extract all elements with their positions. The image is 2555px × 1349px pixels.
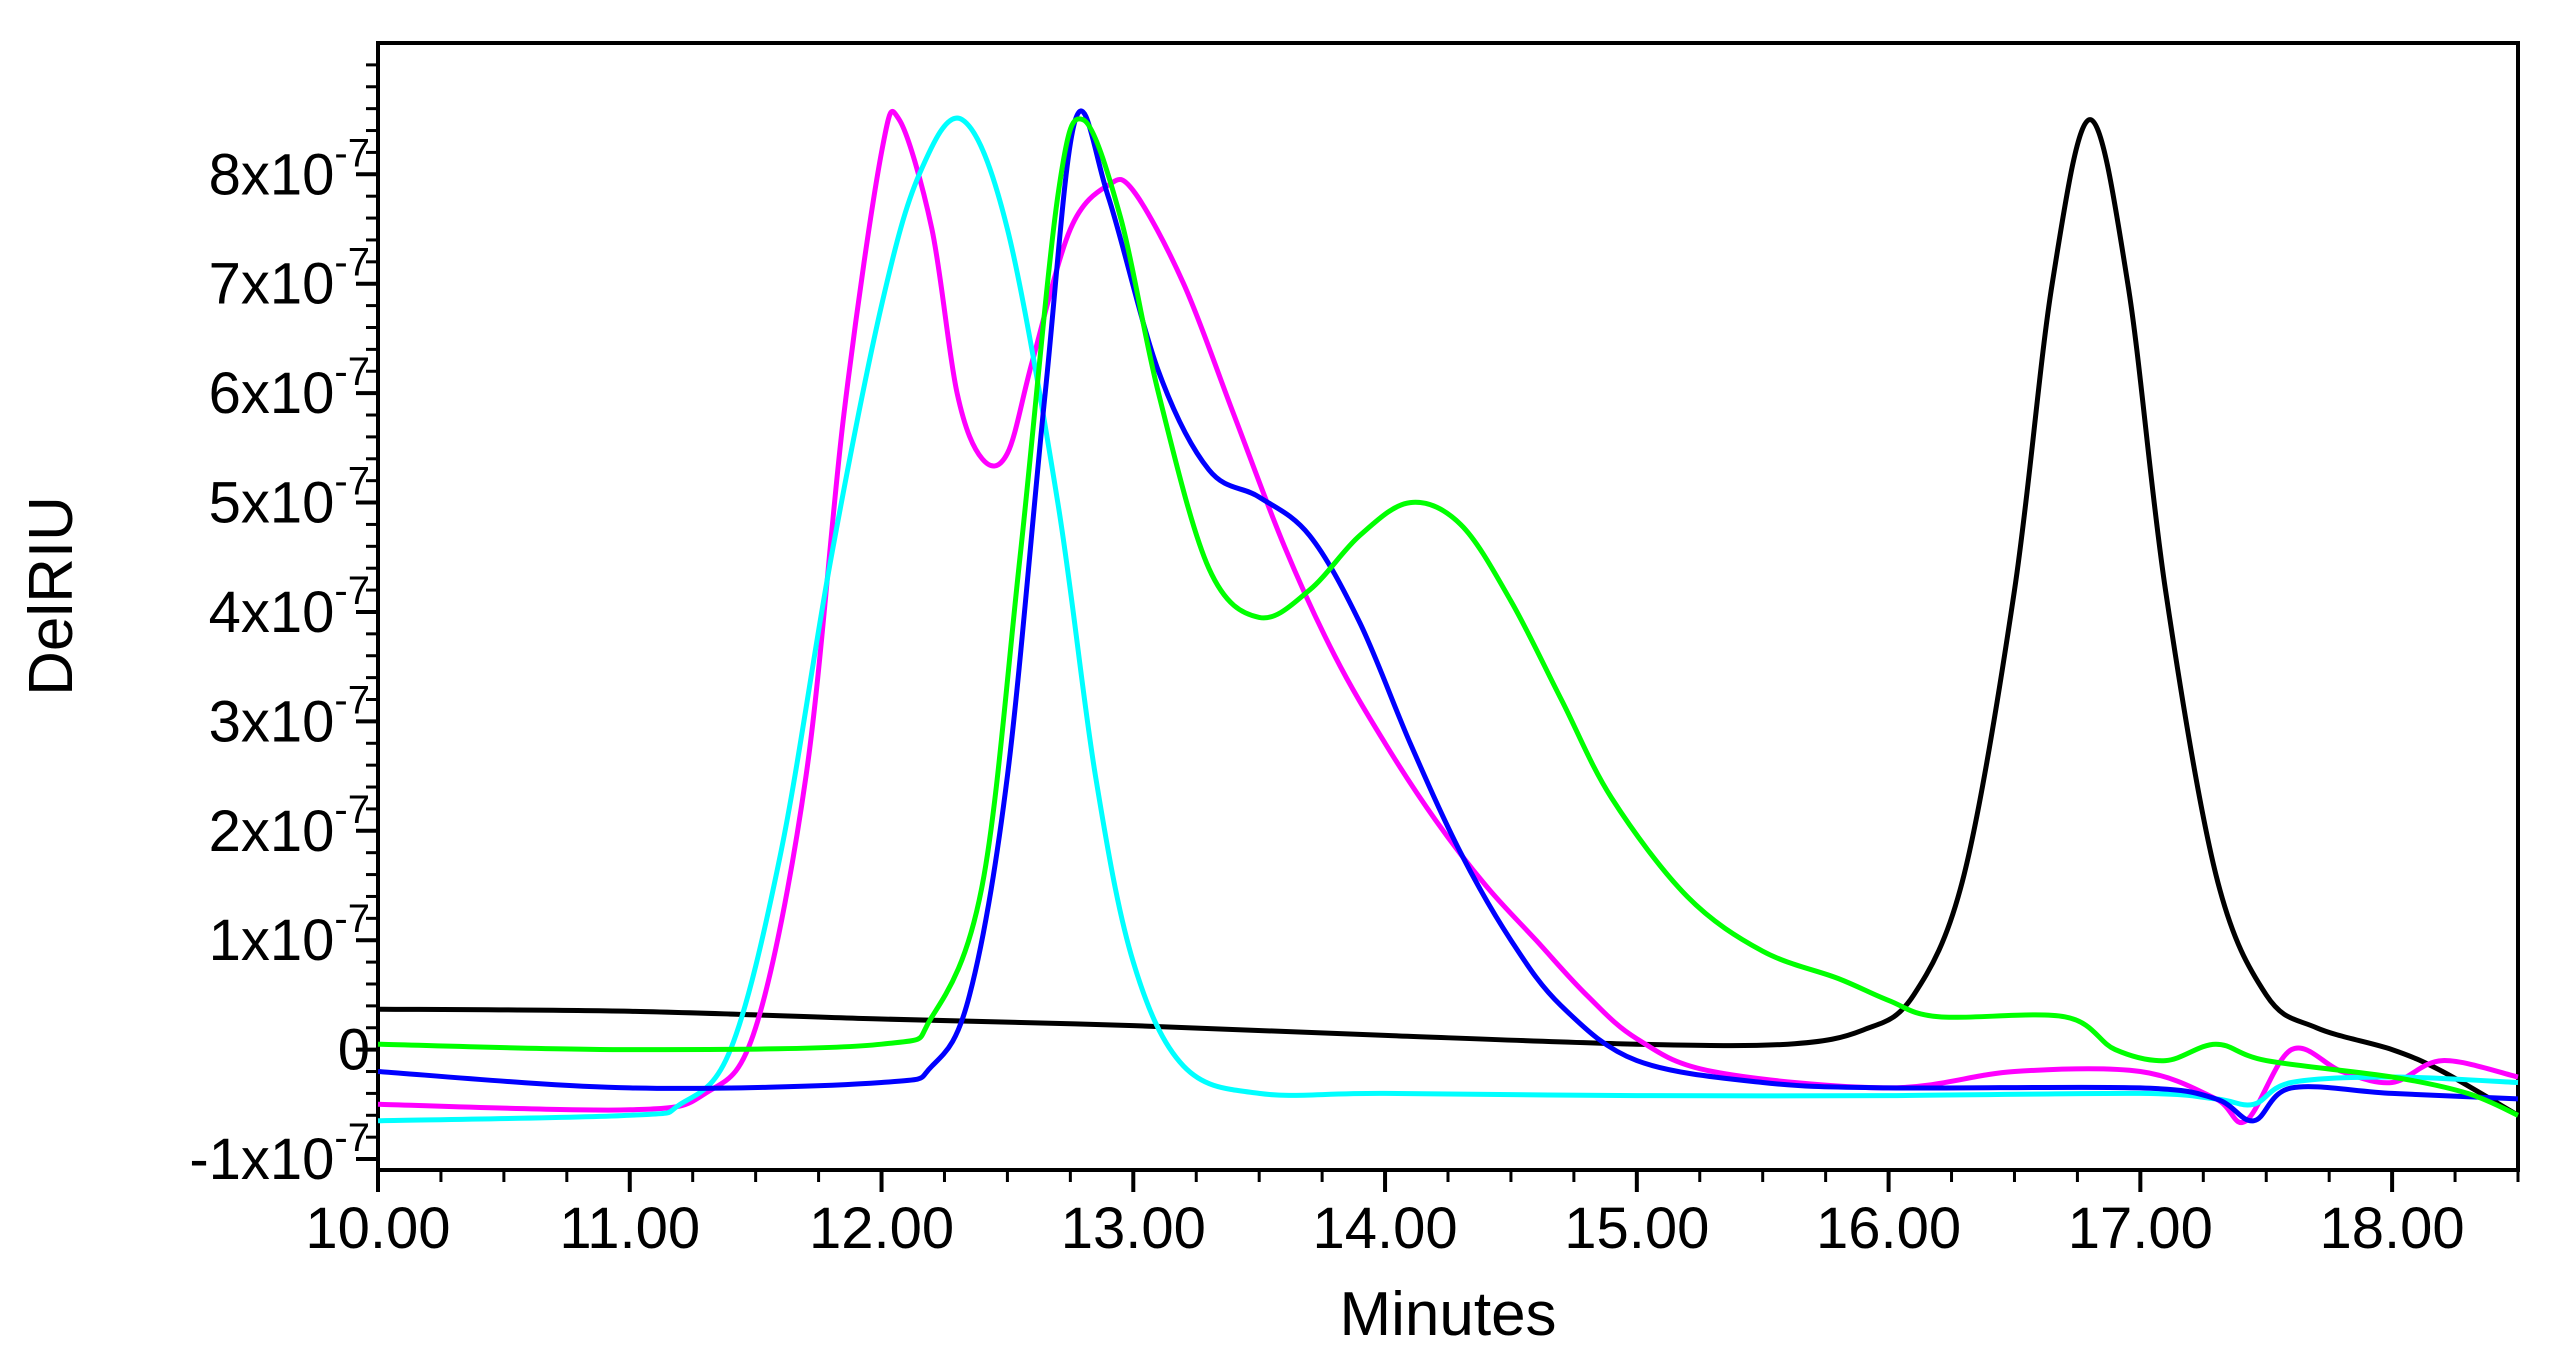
x-tick-label: 13.00 xyxy=(1061,1196,1206,1261)
series-layer xyxy=(377,108,2520,1126)
x-tick-label: 17.00 xyxy=(2068,1196,2213,1261)
y-tick-label: 1x10-7 xyxy=(209,897,370,973)
y-tick-label: -1x10-7 xyxy=(189,1116,370,1192)
plot-area xyxy=(376,41,2520,1172)
x-axis: 10.00 11.00 12.00 13.00 14.00 15.00 16.00 17.00… xyxy=(305,1170,2520,1261)
y-tick-label: 8x10-7 xyxy=(209,131,370,207)
series-line-black xyxy=(377,117,2520,1118)
x-tick-label: 11.00 xyxy=(559,1196,700,1261)
x-tick-label: 14.00 xyxy=(1312,1196,1457,1261)
y-tick-label: 6x10-7 xyxy=(209,350,370,426)
y-tick-label: 5x10-7 xyxy=(209,460,370,536)
series-line-magenta xyxy=(377,108,2519,1126)
y-tick-label: 2x10-7 xyxy=(209,788,370,864)
series-line-cyan xyxy=(377,115,2519,1124)
x-tick-label: 18.00 xyxy=(2320,1196,2465,1261)
y-tick-label: 4x10-7 xyxy=(209,569,370,645)
series-line-blue xyxy=(377,108,2519,1124)
series-line-green xyxy=(377,116,2520,1118)
y-tick-label: 0 xyxy=(338,1018,370,1083)
y-tick-label: 7x10-7 xyxy=(209,241,370,317)
x-tick-label: 15.00 xyxy=(1564,1196,1709,1261)
y-axis: -1x10-7 0 1x10-7 2x10-7 3x10-7 4x10-7 5x10-7 6x… xyxy=(189,63,378,1192)
x-tick-label: 16.00 xyxy=(1816,1196,1961,1261)
x-axis-title: Minutes xyxy=(1339,1280,1556,1349)
y-axis-title: DelRIU xyxy=(17,496,86,696)
y-tick-label: 3x10-7 xyxy=(209,678,370,754)
x-tick-label: 10.00 xyxy=(305,1196,450,1261)
x-tick-label: 12.00 xyxy=(809,1196,954,1261)
